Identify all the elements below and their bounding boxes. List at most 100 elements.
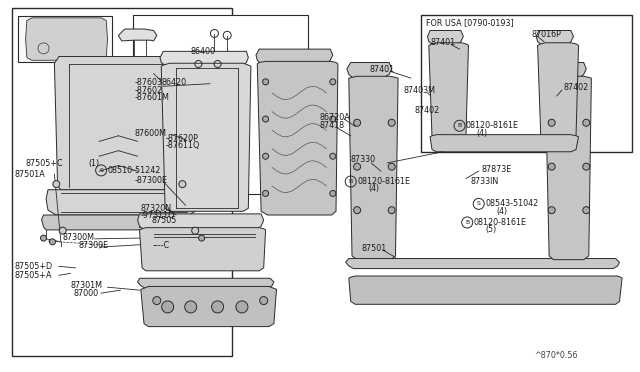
Polygon shape xyxy=(54,57,180,190)
Polygon shape xyxy=(42,215,206,230)
Circle shape xyxy=(262,153,269,159)
Polygon shape xyxy=(141,286,276,327)
Text: 86720A: 86720A xyxy=(320,113,351,122)
Circle shape xyxy=(354,119,360,126)
Circle shape xyxy=(40,235,47,241)
Text: S: S xyxy=(477,201,481,206)
Text: 87418: 87418 xyxy=(320,121,345,130)
Bar xyxy=(421,15,632,152)
Text: -87602: -87602 xyxy=(134,86,163,94)
Text: 08120-8161E: 08120-8161E xyxy=(466,121,519,130)
Text: B: B xyxy=(349,179,353,184)
Text: (5): (5) xyxy=(485,225,497,234)
Text: 87501A: 87501A xyxy=(14,170,45,179)
Text: (4): (4) xyxy=(368,185,379,193)
Circle shape xyxy=(60,227,66,234)
Circle shape xyxy=(583,119,589,126)
Polygon shape xyxy=(428,31,463,45)
Circle shape xyxy=(330,116,336,122)
Text: -87620P: -87620P xyxy=(165,134,198,143)
Polygon shape xyxy=(140,228,266,271)
Text: 87402: 87402 xyxy=(415,106,440,115)
Polygon shape xyxy=(536,31,573,45)
Text: FOR USA [0790-0193]: FOR USA [0790-0193] xyxy=(426,19,513,28)
Polygon shape xyxy=(349,76,398,260)
Polygon shape xyxy=(349,276,622,304)
Text: 87402: 87402 xyxy=(563,83,588,92)
Text: 87300E: 87300E xyxy=(78,241,108,250)
Circle shape xyxy=(330,190,336,196)
Circle shape xyxy=(38,43,49,54)
Circle shape xyxy=(548,207,555,214)
Text: 87505: 87505 xyxy=(151,217,177,225)
Bar xyxy=(52,28,76,40)
Circle shape xyxy=(354,207,360,214)
Text: 87401: 87401 xyxy=(430,38,455,47)
Text: ----C: ----C xyxy=(152,241,170,250)
Circle shape xyxy=(330,79,336,85)
Text: (1): (1) xyxy=(88,159,99,168)
Text: 87016P: 87016P xyxy=(531,30,561,39)
Text: ^870*0.56: ^870*0.56 xyxy=(534,351,578,360)
Text: S: S xyxy=(99,168,103,173)
Text: -87603: -87603 xyxy=(134,78,163,87)
Circle shape xyxy=(162,301,173,313)
Bar xyxy=(18,16,112,62)
Text: (4): (4) xyxy=(496,207,507,216)
Text: 86420: 86420 xyxy=(161,78,186,87)
Polygon shape xyxy=(160,51,248,66)
Polygon shape xyxy=(430,135,579,152)
Circle shape xyxy=(354,163,360,170)
Circle shape xyxy=(198,235,205,241)
Text: 86400: 86400 xyxy=(191,47,216,56)
Bar xyxy=(133,15,308,194)
Circle shape xyxy=(236,301,248,313)
Polygon shape xyxy=(161,63,251,211)
Circle shape xyxy=(153,296,161,305)
Circle shape xyxy=(192,227,198,234)
Polygon shape xyxy=(429,43,468,141)
Text: 87000: 87000 xyxy=(74,289,99,298)
Text: 87501: 87501 xyxy=(362,244,387,253)
Polygon shape xyxy=(138,278,274,289)
Text: 08120-8161E: 08120-8161E xyxy=(357,177,410,186)
Polygon shape xyxy=(545,76,591,260)
Circle shape xyxy=(260,296,268,305)
Polygon shape xyxy=(256,49,333,64)
Text: 87301M: 87301M xyxy=(70,281,102,290)
Polygon shape xyxy=(347,62,392,78)
Circle shape xyxy=(49,239,56,245)
Text: 8733IN: 8733IN xyxy=(470,177,499,186)
Circle shape xyxy=(583,163,589,170)
Text: 87403M: 87403M xyxy=(403,86,435,94)
Text: 87300M: 87300M xyxy=(63,233,95,242)
Text: 08543-51042: 08543-51042 xyxy=(485,199,538,208)
Circle shape xyxy=(388,163,395,170)
Text: 87320N: 87320N xyxy=(141,204,172,213)
Bar xyxy=(12,8,232,356)
Circle shape xyxy=(548,119,555,126)
Circle shape xyxy=(262,79,269,85)
Polygon shape xyxy=(346,259,620,269)
Circle shape xyxy=(330,153,336,159)
Circle shape xyxy=(388,207,395,214)
Polygon shape xyxy=(538,43,579,141)
Text: (4): (4) xyxy=(477,129,488,138)
Text: 87600M: 87600M xyxy=(134,129,166,138)
Polygon shape xyxy=(26,18,108,60)
Text: -87611Q: -87611Q xyxy=(165,141,200,150)
Circle shape xyxy=(212,301,223,313)
Polygon shape xyxy=(138,214,264,230)
Circle shape xyxy=(583,207,589,214)
Text: B: B xyxy=(458,123,461,128)
Circle shape xyxy=(262,116,269,122)
Circle shape xyxy=(388,119,395,126)
Text: 87330: 87330 xyxy=(351,155,376,164)
Circle shape xyxy=(548,163,555,170)
Text: 87505+D: 87505+D xyxy=(14,262,52,271)
Text: -97311Q: -97311Q xyxy=(141,211,175,219)
Text: -87300E: -87300E xyxy=(134,176,168,185)
Circle shape xyxy=(179,181,186,187)
Text: 08120-8161E: 08120-8161E xyxy=(474,218,527,227)
Text: -87601M: -87601M xyxy=(134,93,169,102)
